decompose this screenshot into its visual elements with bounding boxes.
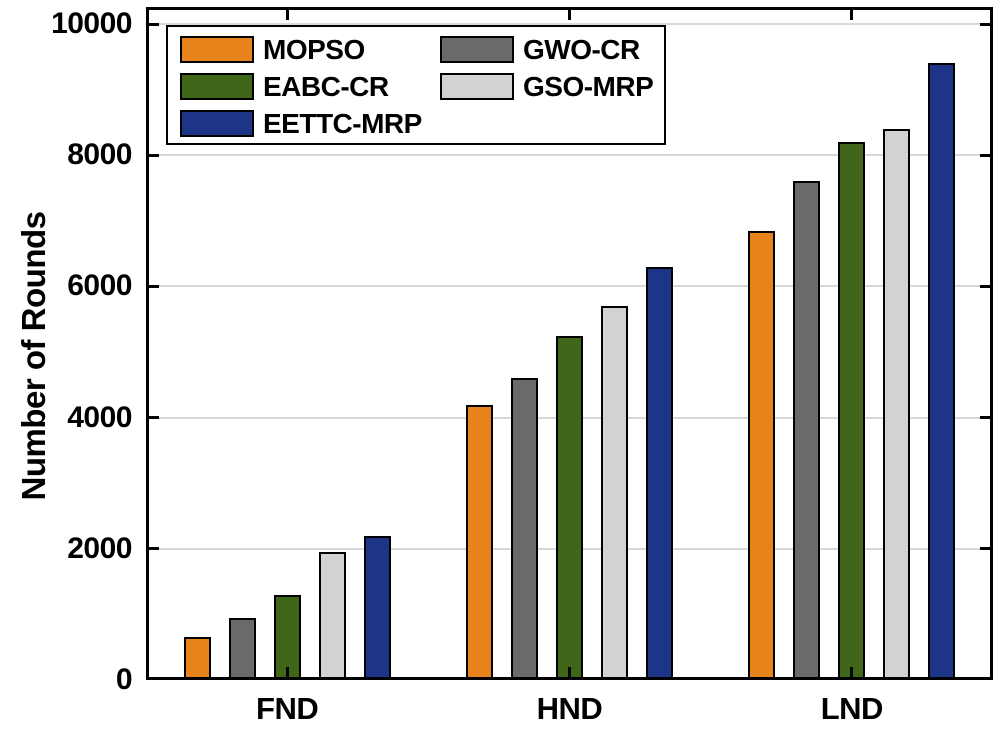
y-tick-label-2000: 2000: [67, 531, 132, 565]
y-tick-right-2000: [980, 547, 993, 551]
bar-GSO-MRP-HND: [601, 306, 628, 680]
y-tick-label-0: 0: [115, 663, 133, 696]
bar-EABC-CR-LND: [838, 142, 866, 680]
bar-GSO-MRP-LND: [883, 129, 911, 680]
y-tick-left-6000: [146, 284, 159, 288]
y-tick-left-2000: [146, 547, 159, 551]
x-tick-top-FND: [285, 7, 289, 20]
y-tick-right-4000: [980, 416, 993, 420]
x-tick-top-HND: [568, 7, 571, 20]
bar-EETTC-MRP-LND: [928, 63, 956, 680]
y-tick-right-10000: [980, 22, 993, 26]
legend-swatch-EABC-CR: [180, 73, 254, 100]
bar-GWO-CR-HND: [511, 378, 538, 680]
x-tick-label-HND: HND: [536, 691, 603, 726]
x-tick-bottom-FND: [285, 667, 289, 680]
y-tick-label-10000: 10000: [51, 7, 132, 41]
bar-GWO-CR-LND: [793, 181, 821, 680]
legend-label-GWO-CR: GWO-CR: [523, 34, 640, 65]
legend-label-EETTC-MRP: EETTC-MRP: [263, 108, 422, 139]
gridline-10000: [146, 23, 993, 26]
y-tick-label-4000: 4000: [67, 400, 132, 434]
y-tick-label-6000: 6000: [67, 269, 132, 303]
legend-swatch-EETTC-MRP: [180, 110, 254, 137]
legend-entry-EETTC-MRP: EETTC-MRP: [180, 108, 422, 139]
legend-swatch-MOPSO: [180, 36, 254, 63]
legend-swatch-GWO-CR: [440, 36, 514, 63]
gridline-8000: [146, 154, 993, 157]
legend-column-2: GWO-CR GSO-MRP: [440, 34, 654, 110]
bar-EETTC-MRP-FND: [363, 536, 391, 680]
legend-label-MOPSO: MOPSO: [263, 34, 365, 65]
y-tick-right-6000: [980, 284, 993, 288]
bar-MOPSO-LND: [748, 231, 776, 680]
y-tick-left-8000: [146, 153, 159, 157]
y-tick-left-4000: [146, 416, 159, 420]
x-tick-bottom-HND: [568, 667, 571, 680]
legend-swatch-GSO-MRP: [440, 73, 514, 100]
plot-area: MOPSO EABC-CR EETTC-MRP GWO-CR GSO-MRP: [146, 7, 993, 680]
legend-entry-GSO-MRP: GSO-MRP: [440, 71, 654, 102]
bar-GWO-CR-FND: [228, 618, 256, 680]
x-tick-top-LND: [850, 7, 854, 20]
x-tick-label-LND: LND: [820, 691, 884, 726]
bar-GSO-MRP-FND: [318, 552, 346, 680]
legend-label-GSO-MRP: GSO-MRP: [523, 71, 654, 102]
y-tick-left-10000: [146, 22, 159, 26]
gridline-6000: [146, 285, 993, 288]
bar-EETTC-MRP-HND: [646, 267, 673, 680]
legend-entry-GWO-CR: GWO-CR: [440, 34, 653, 65]
bar-EABC-CR-FND: [273, 595, 301, 680]
y-tick-right-8000: [980, 153, 993, 157]
legend-entry-MOPSO: MOPSO: [180, 34, 422, 65]
y-tick-label-8000: 8000: [67, 138, 132, 172]
legend-label-EABC-CR: EABC-CR: [263, 71, 389, 102]
y-axis-title: Number of Rounds: [15, 211, 52, 501]
x-tick-label-FND: FND: [256, 691, 319, 726]
legend-column-1: MOPSO EABC-CR EETTC-MRP: [180, 36, 422, 147]
bar-MOPSO-HND: [466, 405, 493, 680]
legend-entry-EABC-CR: EABC-CR: [180, 71, 422, 102]
bar-MOPSO-FND: [183, 637, 211, 680]
bar-EABC-CR-HND: [556, 336, 583, 680]
x-tick-bottom-LND: [850, 667, 854, 680]
legend: MOPSO EABC-CR EETTC-MRP GWO-CR GSO-MRP: [166, 25, 666, 145]
